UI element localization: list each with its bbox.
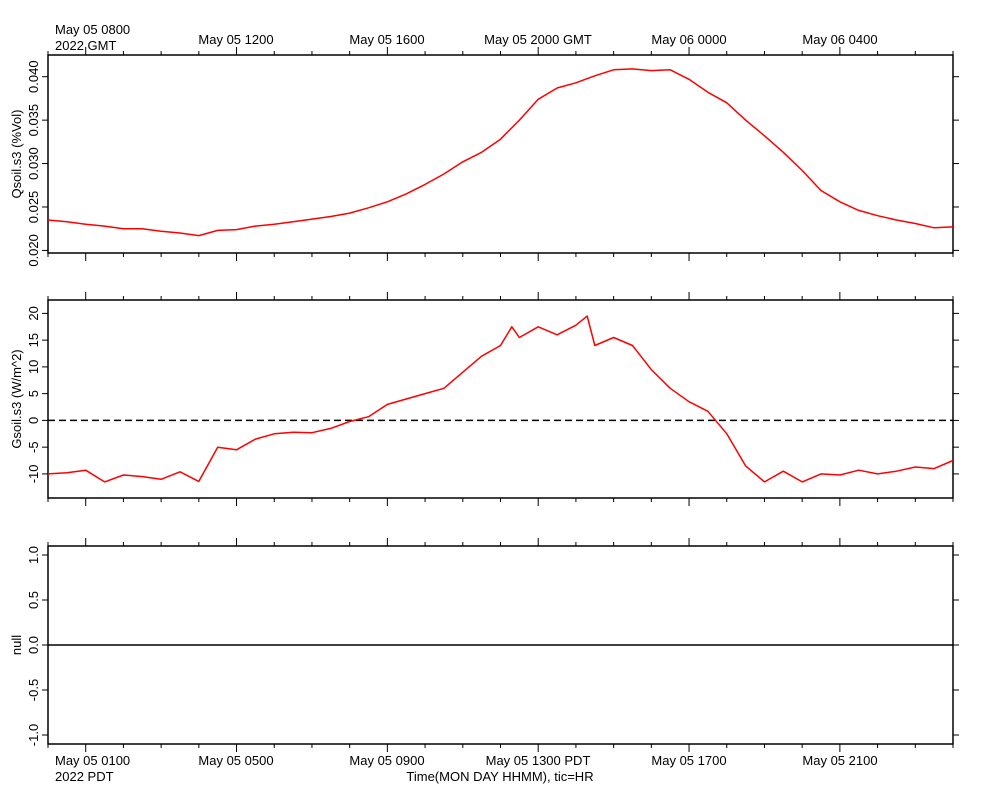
y-tick-label: 20 [26, 306, 41, 320]
plot-marks [47, 68, 954, 237]
y-axis-label: Qsoil.s3 (%Vol) [9, 110, 24, 199]
gsoil-panel: -10 -5 0 5 10 15 20 Gsoil.s3 (W/m^2) [9, 292, 959, 506]
y-tick-label: 0 [26, 417, 41, 424]
bottom-axis-label: May 05 1700 [651, 753, 726, 768]
axis-ticks [42, 47, 959, 261]
y-tick-label: 0.020 [26, 234, 41, 267]
y-tick-label: -5 [26, 441, 41, 453]
bottom-axis-label: May 05 0500 [198, 753, 273, 768]
y-tick-label: -1.0 [26, 724, 41, 746]
y-tick-label: 1.0 [26, 546, 41, 564]
top-axis-label: May 05 2000 GMT [484, 32, 592, 47]
y-tick-label: -0.5 [26, 679, 41, 701]
y-tick-label: 5 [26, 390, 41, 397]
top-axis-label: May 06 0400 [802, 32, 877, 47]
plot-frame [47, 54, 954, 254]
y-axis-label: Gsoil.s3 (W/m^2) [9, 349, 24, 448]
qsoil-panel: 0.020 0.025 0.030 0.035 0.040 Qsoil.s3 (%Vol… [9, 47, 959, 267]
top-axis-first-label-line2: 2022 GMT [55, 38, 116, 53]
y-tick-label: -10 [26, 465, 41, 484]
plot-frame [47, 299, 954, 499]
x-axis-title: Time(MON DAY HHMM), tic=HR [406, 769, 593, 784]
bottom-axis-first-label-line2: 2022 PDT [55, 769, 114, 784]
y-tick-labels: -1.0 -0.5 0.0 0.5 1.0 [26, 546, 41, 746]
y-tick-label: 10 [26, 360, 41, 374]
y-tick-labels: 0.020 0.025 0.030 0.035 0.040 [26, 60, 41, 266]
series-line-gsoil-s3 [47, 315, 954, 483]
top-axis-label: May 06 0000 [651, 32, 726, 47]
null-panel: -1.0 -0.5 0.0 0.5 1.0 null [9, 538, 959, 752]
bottom-axis-label: May 05 2100 [802, 753, 877, 768]
y-tick-label: 0.0 [26, 636, 41, 654]
y-tick-label: 0.025 [26, 191, 41, 224]
bottom-axis-label: May 05 1300 PDT [486, 753, 591, 768]
y-tick-labels: -10 -5 0 5 10 15 20 [26, 306, 41, 483]
y-tick-label: 0.030 [26, 147, 41, 180]
top-axis-label: May 05 1200 [198, 32, 273, 47]
axis-ticks [42, 292, 959, 506]
y-tick-label: 0.035 [26, 104, 41, 137]
top-axis-first-label-line1: May 05 0800 [55, 22, 130, 37]
plot-marks [47, 315, 954, 483]
y-axis-label: null [9, 635, 24, 655]
y-tick-label: 15 [26, 333, 41, 347]
bottom-axis-first-label-line1: May 05 0100 [55, 753, 130, 768]
y-tick-label: 0.5 [26, 591, 41, 609]
series-line-qsoil-s3 [47, 68, 954, 237]
y-tick-label: 0.040 [26, 60, 41, 93]
bottom-axis-label: May 05 0900 [349, 753, 424, 768]
top-axis-label: May 05 1600 [349, 32, 424, 47]
axis-ticks [42, 538, 959, 752]
